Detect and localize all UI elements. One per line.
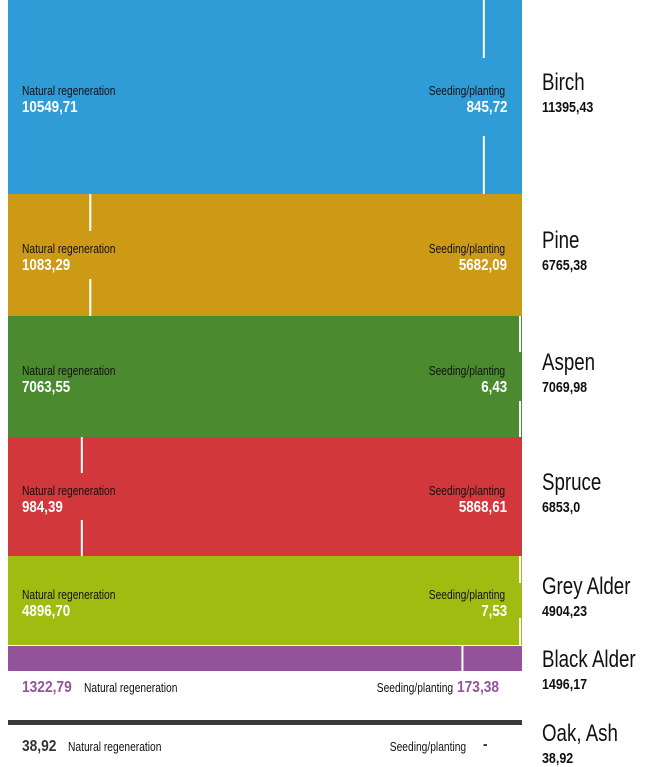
species-total-grey-alder: 4904,23 [542,603,588,620]
split-divider-birch [482,0,485,58]
natural-caption-oak-ash: Natural regeneration [68,740,162,754]
species-name-grey-alder: Grey Alder [542,572,631,600]
seeding-caption-pine: Seeding/planting [428,242,505,256]
seeding-caption-grey-alder: Seeding/planting [428,587,505,602]
natural-value-grey-alder: 4896,70 [22,602,71,620]
natural-value-birch: 10549,71 [22,99,78,116]
seeding-caption-black-alder: Seeding/planting [376,681,453,695]
split-divider-pine [89,194,92,231]
split-divider-grey-alder [519,618,521,645]
seeding-value-black-alder: 173,38 [457,679,500,696]
species-total-oak-ash: 38,92 [542,751,574,767]
species-total-birch: 11395,43 [542,100,594,116]
species-total-aspen: 7069,98 [542,379,588,396]
split-divider-pine [89,279,92,316]
seeding-value-spruce: 5868,61 [458,498,507,516]
species-name-aspen: Aspen [542,348,596,376]
species-name-oak-ash: Oak, Ash [542,720,618,747]
split-divider-aspen [519,401,521,437]
seeding-caption-aspen: Seeding/planting [428,363,505,378]
natural-caption-pine: Natural regeneration [22,242,116,256]
natural-value-pine: 1083,29 [22,257,71,274]
bar-birch [8,0,522,194]
bar-oak-ash [8,720,522,725]
natural-value-oak-ash: 38,92 [22,738,57,755]
seeding-value-aspen: 6,43 [481,378,507,396]
split-divider-spruce [80,437,83,473]
bar-grey-alder [8,556,522,645]
seeding-value-oak-ash: - [483,736,488,753]
split-divider-black-alder [461,646,464,671]
species-name-pine: Pine [542,227,580,254]
seeding-value-grey-alder: 7,53 [481,602,507,620]
species-total-pine: 6765,38 [542,258,588,274]
seeding-caption-birch: Seeding/planting [428,84,505,98]
natural-value-aspen: 7063,55 [22,378,71,396]
species-name-spruce: Spruce [542,468,602,496]
split-divider-aspen [519,316,521,352]
bar-aspen [8,316,522,437]
split-divider-birch [482,136,485,194]
natural-value-spruce: 984,39 [22,498,63,516]
bar-black-alder [8,646,522,671]
natural-caption-grey-alder: Natural regeneration [22,587,116,602]
species-total-spruce: 6853,0 [542,499,581,516]
split-divider-spruce [80,520,83,556]
seeding-value-pine: 5682,09 [458,257,507,274]
natural-caption-birch: Natural regeneration [22,84,116,98]
split-divider-grey-alder [519,556,521,583]
seeding-caption-spruce: Seeding/planting [428,483,505,498]
natural-caption-spruce: Natural regeneration [22,483,116,498]
species-name-birch: Birch [542,69,585,96]
species-total-black-alder: 1496,17 [542,677,588,693]
seeding-caption-oak-ash: Seeding/planting [389,740,466,754]
species-name-black-alder: Black Alder [542,646,636,673]
bar-spruce [8,437,522,556]
natural-value-black-alder: 1322,79 [22,679,72,696]
natural-caption-black-alder: Natural regeneration [84,681,178,695]
seeding-value-birch: 845,72 [466,99,507,116]
natural-caption-aspen: Natural regeneration [22,363,116,378]
bar-pine [8,194,522,316]
